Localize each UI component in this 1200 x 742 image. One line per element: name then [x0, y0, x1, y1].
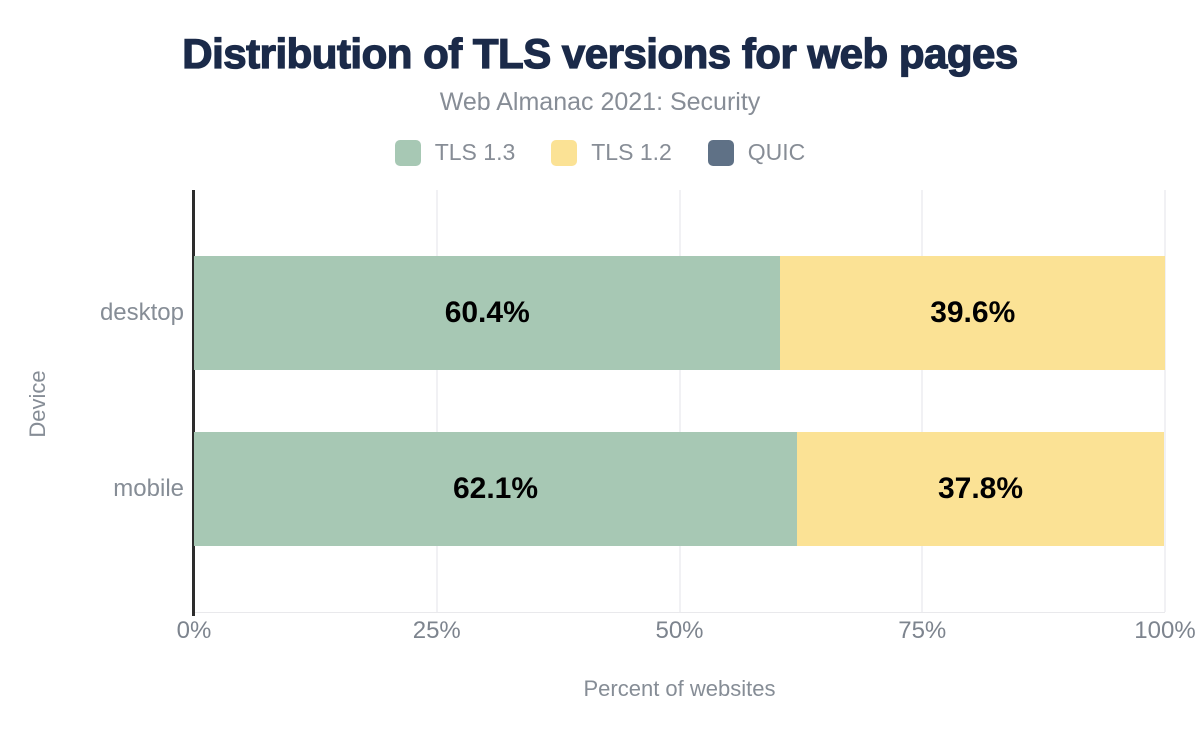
legend-label: QUIC [747, 139, 806, 165]
bar-value-label: 62.1% [452, 472, 539, 505]
bar-segment-mobile-tls-1-2: 37.8% [796, 432, 1165, 546]
gridline-25 [435, 190, 438, 612]
legend-swatch-quic [707, 139, 734, 166]
bar-segment-desktop-tls-1-3: 60.4% [194, 256, 781, 370]
plot-area: 60.4% 39.6% 62.1% 37.8% [192, 190, 1166, 616]
bar-segment-desktop-tls-1-2: 39.6% [780, 256, 1165, 370]
y-axis-line [192, 190, 195, 616]
y-axis-title: Device [25, 370, 50, 438]
chart-subtitle: Web Almanac 2021: Security [439, 88, 761, 116]
bar-row-mobile: 62.1% 37.8% [194, 432, 1165, 546]
legend-item-quic: QUIC [707, 139, 806, 166]
legend-label: TLS 1.3 [434, 139, 516, 165]
category-label-mobile: mobile [113, 475, 184, 502]
bar-row-desktop: 60.4% 39.6% [194, 256, 1165, 370]
chart-title: Distribution of TLS versions for web pag… [182, 29, 1019, 77]
bar-value-label: 37.8% [937, 472, 1024, 505]
legend-swatch-tls-1-3 [394, 139, 421, 166]
x-tick-25: 25% [412, 617, 461, 644]
legend-item-tls-1-2: TLS 1.2 [551, 139, 672, 166]
legend-label: TLS 1.2 [591, 139, 672, 165]
x-tick-100: 100% [1134, 617, 1196, 644]
x-axis-line [194, 612, 1165, 613]
category-label-desktop: desktop [99, 299, 184, 326]
x-tick-75: 75% [898, 617, 947, 644]
x-axis-title: Percent of websites [583, 676, 776, 701]
legend-swatch-tls-1-2 [551, 139, 578, 166]
gridline-75 [921, 190, 924, 612]
bar-value-label: 60.4% [444, 296, 530, 329]
x-tick-0: 0% [176, 617, 212, 644]
gridline-100 [1164, 190, 1166, 612]
bar-value-label: 39.6% [930, 296, 1016, 329]
bar-segment-mobile-tls-1-3: 62.1% [194, 432, 797, 546]
legend-item-tls-1-3: TLS 1.3 [394, 139, 516, 166]
x-tick-50: 50% [655, 617, 704, 644]
gridline-50 [678, 190, 681, 612]
legend: TLS 1.3 TLS 1.2 QUIC [0, 139, 1200, 166]
